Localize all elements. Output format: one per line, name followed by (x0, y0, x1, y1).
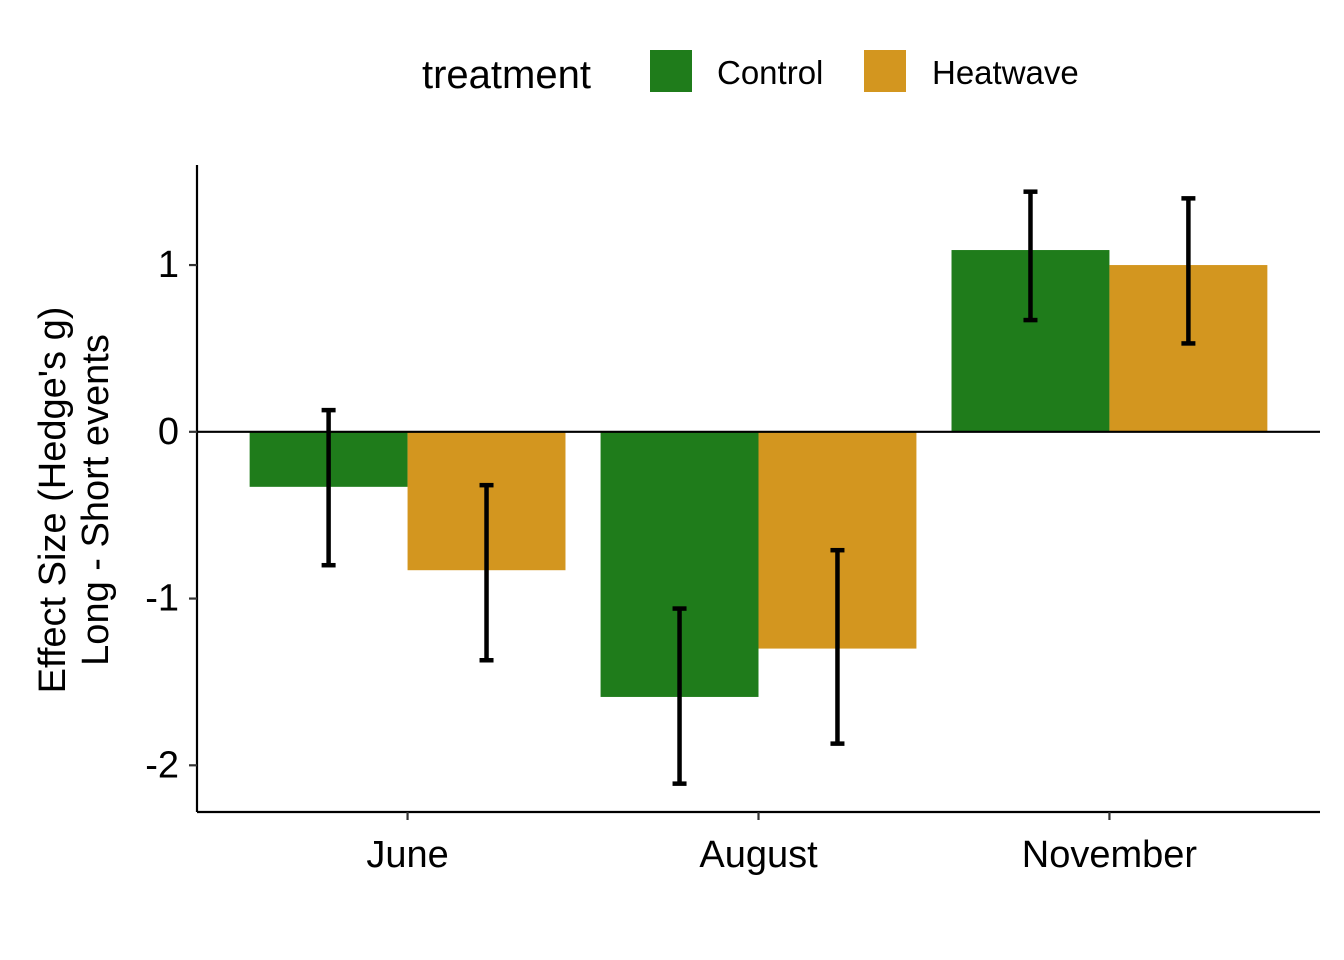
legend-swatch-heatwave (864, 50, 906, 92)
error-bar-control-june (321, 407, 336, 568)
error-bar-heatwave-november (1181, 196, 1196, 346)
y-axis-title-line-1: Effect Size (Hedge's g) (32, 307, 74, 694)
error-bar-control-august (672, 606, 687, 786)
axes-layer: 1 0 -1 -2 June August November (145, 165, 1320, 876)
legend-label-control: Control (717, 54, 823, 91)
y-tick-label: -2 (145, 744, 179, 786)
y-tick-label: 0 (158, 411, 179, 453)
errorbars-layer (321, 189, 1196, 786)
error-bar-heatwave-august (830, 547, 845, 746)
y-axis-title: Effect Size (Hedge's g) Long - Short eve… (32, 307, 117, 694)
legend: treatment Control Heatwave (422, 50, 1079, 97)
x-tick-label-june: June (366, 834, 448, 876)
y-axis-title-line-2: Long - Short events (75, 334, 117, 666)
error-bar-control-november (1023, 189, 1038, 323)
x-tick-label-august: August (699, 834, 818, 876)
y-tick-label: 1 (158, 244, 179, 286)
x-tick-label-november: November (1022, 834, 1198, 876)
y-tick-label: -1 (145, 578, 179, 620)
bars-layer (249, 250, 1268, 697)
legend-title: treatment (422, 53, 591, 97)
legend-swatch-control (650, 50, 692, 92)
legend-label-heatwave: Heatwave (932, 54, 1079, 91)
error-bar-heatwave-june (479, 482, 494, 663)
